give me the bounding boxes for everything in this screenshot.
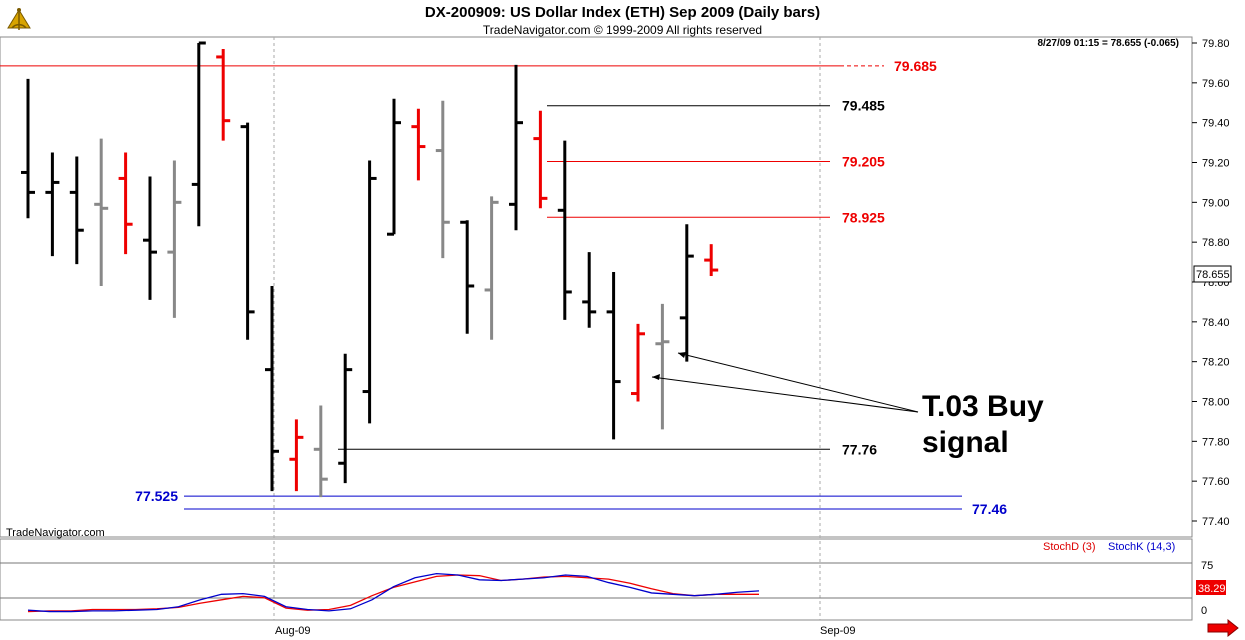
oscillator-series bbox=[27, 572, 760, 613]
annotation-line2: signal bbox=[922, 426, 1009, 459]
scroll-right-icon[interactable] bbox=[1207, 618, 1239, 638]
y-tick-label: 77.80 bbox=[1202, 436, 1230, 448]
level-label: 79.485 bbox=[842, 98, 885, 114]
y-tick-label: 79.40 bbox=[1202, 118, 1230, 130]
y-tick-label: 77.60 bbox=[1202, 476, 1230, 488]
status-readout: 8/27/09 01:15 = 78.655 (-0.065) bbox=[1037, 38, 1180, 49]
sextant-logo-icon[interactable] bbox=[4, 4, 34, 34]
price-axis: 79.8079.6079.4079.2079.0078.8078.6078.40… bbox=[1192, 38, 1230, 528]
y-tick-label: 78.40 bbox=[1202, 317, 1230, 329]
y-tick-label: 77.40 bbox=[1202, 516, 1230, 528]
y-tick-label: 78.80 bbox=[1202, 237, 1230, 249]
osc-tick-75: 75 bbox=[1201, 560, 1213, 572]
copyright-text: TradeNavigator.com © 1999-2009 All right… bbox=[482, 23, 763, 37]
osc-last-label: 38.29 bbox=[1198, 583, 1226, 595]
y-tick-label: 78.00 bbox=[1202, 397, 1230, 409]
level-label: 77.46 bbox=[972, 501, 1007, 517]
oscillator-panel-frame bbox=[0, 538, 1193, 621]
buy-signal-annotation: T.03 Buy signal bbox=[651, 352, 1044, 459]
y-tick-label: 79.60 bbox=[1202, 78, 1230, 90]
annotation-line1: T.03 Buy bbox=[922, 390, 1044, 423]
level-label: 77.525 bbox=[135, 488, 178, 504]
last-price-label: 78.655 bbox=[1196, 269, 1230, 281]
chart-title: DX-200909: US Dollar Index (ETH) Sep 200… bbox=[424, 4, 821, 21]
brand-label: TradeNavigator.com bbox=[6, 527, 105, 539]
price-panel-frame bbox=[0, 36, 1193, 538]
stoch-line bbox=[27, 572, 760, 613]
level-label: 77.76 bbox=[842, 441, 877, 457]
legend-stochK: StochK (14,3) bbox=[1108, 541, 1175, 553]
last-price-box bbox=[1193, 265, 1232, 283]
legend-stochD: StochD (3) bbox=[1043, 541, 1096, 553]
level-label: 79.205 bbox=[842, 154, 885, 170]
y-tick-label: 79.80 bbox=[1202, 38, 1230, 50]
level-label: 79.685 bbox=[894, 58, 937, 74]
x-label-sep: Sep-09 bbox=[820, 625, 855, 637]
y-tick-label: 79.20 bbox=[1202, 158, 1230, 170]
osc-last-box bbox=[1196, 580, 1226, 595]
level-lines: 79.685 79.485 79.205 78.925 77.76 77.525 77.46 bbox=[0, 58, 1007, 517]
price-bars bbox=[21, 41, 719, 498]
stoch-line bbox=[27, 574, 759, 613]
y-tick-label: 79.00 bbox=[1202, 197, 1230, 209]
x-label-aug: Aug-09 bbox=[275, 625, 310, 637]
osc-tick-0: 0 bbox=[1201, 605, 1207, 617]
level-label: 78.925 bbox=[842, 209, 885, 225]
y-tick-label: 78.20 bbox=[1202, 357, 1230, 369]
